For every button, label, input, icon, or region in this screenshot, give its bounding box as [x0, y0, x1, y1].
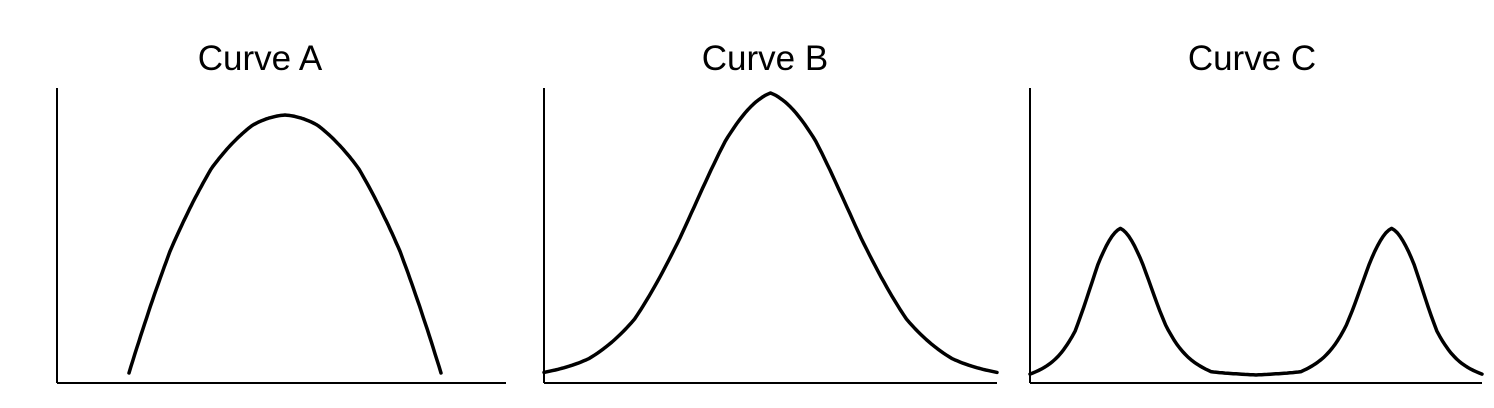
series-line-curve-b: [542, 91, 999, 375]
chart-plot-curve-a: [56, 88, 506, 384]
series-line-curve-a: [127, 113, 443, 375]
chart-title-curve-a: Curve A: [197, 39, 323, 78]
chart-panel-curve-b: Curve B: [520, 0, 1010, 408]
chart-title-curve-b: Curve B: [701, 39, 829, 78]
chart-panel-curve-c: Curve C: [1010, 0, 1494, 408]
chart-panel-curve-a: Curve A: [0, 0, 520, 408]
chart-plot-curve-b: [542, 88, 999, 384]
series-line-curve-c: [1028, 226, 1484, 377]
chart-plot-curve-c: [1028, 88, 1484, 384]
chart-title-curve-c: Curve C: [1187, 39, 1317, 78]
